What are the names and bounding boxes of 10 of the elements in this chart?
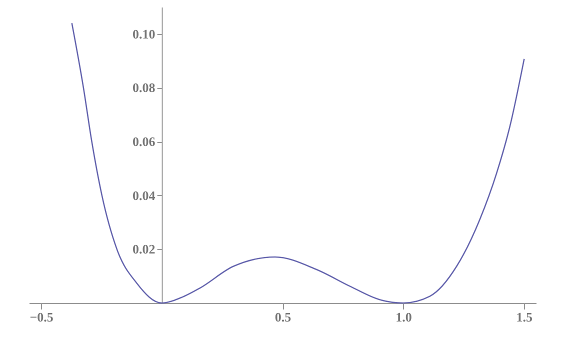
y-tick-label: 0.10: [132, 26, 156, 42]
line-series: [71, 22, 525, 304]
x-tick-label: 1.5: [516, 310, 534, 324]
y-tick-label: 0.08: [132, 80, 156, 96]
y-tick-label: 0.02: [132, 242, 156, 257]
x-tick-label: 0.5: [274, 310, 292, 324]
y-tick-label: 0.04: [132, 188, 156, 203]
x-tick-label: 1.0: [396, 310, 412, 324]
y-tick-label: 0.06: [132, 134, 156, 150]
x-tick-label: −0.5: [30, 310, 54, 324]
